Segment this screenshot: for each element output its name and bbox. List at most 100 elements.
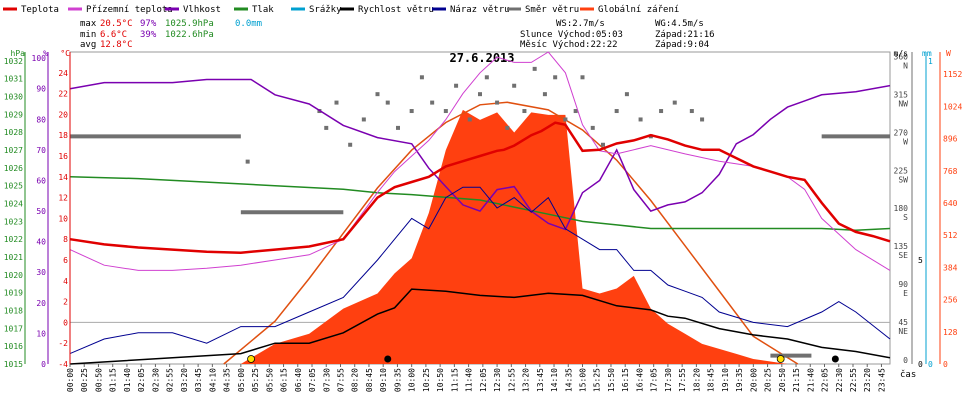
pressure-axis-tick: 1026 [4, 164, 23, 173]
temperature-axis-tick: 4 [63, 277, 68, 286]
rain-tick: 1 [928, 57, 933, 66]
wind-dir-point [478, 92, 482, 97]
wind-dir-point [375, 92, 380, 97]
moon-marker [831, 355, 839, 363]
temperature-axis-tick: 0 [63, 318, 68, 327]
sun-rise: Slunce Východ:05:03 [520, 30, 623, 40]
wind-dir-point [484, 75, 489, 80]
pressure-axis-tick: 1028 [4, 128, 23, 137]
radiation-tick: 640 [943, 199, 958, 208]
direction-tick-label: NE [898, 327, 908, 336]
temperature-axis-tick: 10 [58, 214, 68, 223]
temperature-axis-tick: 2 [63, 298, 68, 307]
wind-dir-point [348, 142, 353, 147]
x-tick-label: 00:50 [94, 368, 103, 392]
temperature-axis-label: °C [60, 49, 70, 58]
direction-tick-label: E [903, 289, 908, 298]
wind-dir-point [454, 83, 459, 88]
direction-tick-label: SW [898, 175, 908, 184]
sun-marker [247, 355, 255, 363]
x-tick-label: 22:05 [821, 368, 830, 392]
legend-label: Směr větru [525, 5, 579, 15]
x-tick-label: 07:55 [336, 368, 345, 392]
x-tick-label: 16:40 [635, 368, 644, 392]
wind-dir-point [495, 100, 500, 105]
x-tick-label: 08:20 [351, 368, 360, 392]
direction-tick-label: W [903, 137, 908, 146]
wind-dir-point [443, 109, 448, 114]
series-temperature [69, 121, 891, 254]
axes: hPa1032103110301029102810271026102510241… [4, 49, 963, 392]
x-tick-label: 06:15 [280, 368, 289, 392]
legend-label: Náraz větru [450, 5, 510, 15]
radiation-tick: 128 [943, 328, 958, 337]
legend: Teplota Přízemní teplota Vlhkost Tlak Srážky… [3, 5, 679, 15]
pressure-axis-tick: 1024 [4, 200, 23, 209]
direction-tick-label: NW [898, 99, 908, 108]
x-tick-label: 17:55 [678, 368, 687, 392]
x-tick-label: 17:30 [664, 368, 673, 392]
humidity-axis-tick: 0 [41, 360, 46, 369]
avg-temp: 12.8°C [100, 40, 133, 50]
x-tick-label: 23:20 [863, 368, 872, 392]
direction-tick: 90 [898, 280, 908, 289]
pressure-axis-label: hPa [11, 49, 26, 58]
radiation-tick: 0 [943, 360, 948, 369]
wind-dir-point [409, 109, 414, 114]
humidity-axis-tick: 10 [36, 329, 46, 338]
humidity-axis-tick: 60 [36, 176, 46, 185]
max-label: max [80, 19, 97, 29]
legend-label: Tlak [252, 5, 274, 15]
series-wind-gust [69, 186, 891, 355]
series-wind-speed [69, 288, 891, 365]
sun-marker [776, 355, 785, 363]
legend-label: Přízemní teplota [86, 5, 173, 15]
max-hum: 97% [140, 19, 157, 29]
humidity-axis-label: % [43, 49, 48, 58]
moon-set: Západ:9:04 [655, 40, 709, 50]
series-radiation [240, 109, 788, 365]
x-axis-label: čas [900, 369, 916, 380]
pressure-axis-tick: 1027 [4, 146, 23, 155]
wind-axis-label: m/s [894, 49, 909, 58]
direction-tick: 315 [894, 90, 909, 99]
x-tick-label: 10:25 [422, 368, 431, 392]
legend-label: Globální záření [598, 5, 679, 15]
wind-dir-point [563, 117, 568, 122]
min-label: min [80, 30, 96, 40]
pressure-axis-tick: 1015 [4, 360, 23, 369]
radiation-axis-label: W [946, 49, 951, 58]
wind-tick: 5 [918, 256, 923, 265]
x-tick-label: 21:40 [806, 368, 815, 392]
x-tick-label: 20:25 [764, 368, 773, 392]
moon-rise: Měsíc Východ:22:22 [520, 40, 618, 50]
legend-label: Vlhkost [183, 5, 221, 15]
rain-tick: 0 [928, 360, 933, 369]
temperature-axis-tick: 20 [58, 110, 68, 119]
x-tick-label: 11:15 [450, 368, 459, 392]
x-tick-label: 13:20 [522, 368, 531, 392]
wind-dir-point [659, 109, 664, 114]
wind-dir-point [624, 92, 629, 97]
x-tick-label: 00:00 [66, 368, 75, 392]
radiation-tick: 1152 [943, 70, 962, 79]
x-tick-label: 12:55 [507, 368, 516, 392]
wind-dir-point [580, 75, 585, 80]
x-tick-label: 01:40 [123, 368, 132, 392]
pressure-axis-tick: 1017 [4, 324, 23, 333]
stats-panel: max 20.5°C 97% 1025.9hPa 0.0mm min 6.6°C… [80, 19, 715, 50]
sun-set: Západ:21:16 [655, 30, 715, 40]
wind-dir-point [245, 159, 250, 164]
x-tick-label: 03:45 [194, 368, 203, 392]
x-tick-label: 06:40 [294, 368, 303, 392]
x-tick-label: 10:00 [408, 368, 417, 392]
wind-tick: 0 [918, 360, 923, 369]
x-tick-label: 12:30 [493, 368, 502, 392]
x-tick-label: 07:30 [322, 368, 331, 392]
pressure-axis-tick: 1018 [4, 307, 23, 316]
pressure-axis-tick: 1030 [4, 93, 23, 102]
radiation-tick: 384 [943, 263, 958, 272]
wind-dir-point [532, 66, 537, 71]
x-tick-label: 23:45 [877, 368, 886, 392]
wind-dir-point [419, 75, 424, 80]
